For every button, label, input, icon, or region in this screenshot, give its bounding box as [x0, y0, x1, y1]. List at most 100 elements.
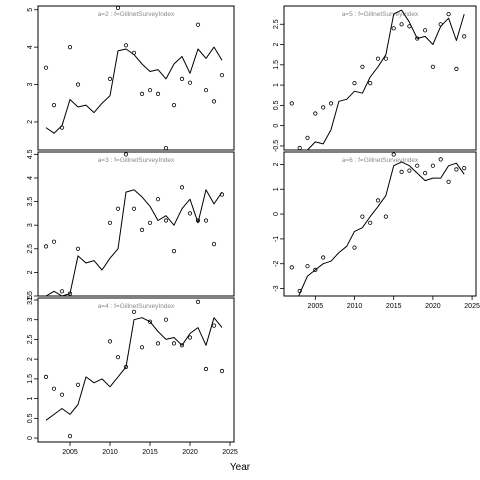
x-tick-label: 2025 [464, 303, 480, 310]
observed-point [123, 43, 129, 48]
observed-point [107, 339, 113, 344]
panel-a3: a=3 : f=GillnetSurveyIndex 1.5 2 2.5 3 3.5 4 4.… [27, 149, 235, 301]
observed-point [115, 6, 121, 10]
y-tick-label: 0.5 [27, 413, 34, 423]
observed-point [115, 355, 121, 360]
panel-a4: a=4 : f=GillnetSurveyIndex 0 0.5 1 1.5 2 2.5 3 3… [27, 295, 238, 456]
observed-point [383, 214, 388, 219]
observed-point [462, 166, 467, 171]
observed-point [313, 267, 318, 272]
observed-point [203, 88, 209, 93]
observed-point [163, 218, 169, 223]
panel-a6: a=6 : f=GillnetSurveyIndex -3 -2 -1 0 1 2 2005 2… [273, 151, 480, 310]
panel-frame [37, 5, 235, 151]
observed-point [462, 34, 467, 39]
y-tick-label: 0 [27, 436, 34, 440]
observed-point [375, 56, 381, 61]
observed-point [67, 291, 73, 296]
panel-a5: a=5 : f=GillnetSurveyIndex -0.5 0 0.5 1 1.5 2 2… [273, 5, 477, 152]
observed-point [51, 239, 57, 244]
observed-point [352, 245, 357, 250]
y-tick-label: 1.5 [27, 291, 34, 301]
x-tick-label: 2010 [347, 303, 363, 310]
observed-point [131, 50, 137, 55]
y-tick-label: 2 [27, 120, 34, 124]
observed-point [289, 101, 294, 106]
x-tick-label: 2020 [425, 303, 441, 310]
observed-point [195, 299, 201, 304]
y-tick-label: 1 [273, 83, 280, 87]
observed-point [430, 64, 435, 69]
observed-point [155, 197, 161, 202]
y-tick-label: 2 [273, 162, 280, 166]
panel-a2: a=2 : f=GillnetSurveyIndex 2 3 4 5 [27, 5, 235, 151]
observed-point [415, 163, 420, 168]
observed-point [297, 288, 302, 294]
observed-point [155, 91, 161, 97]
y-tick-label: 3 [27, 318, 34, 322]
y-tick-label: 2 [27, 357, 34, 361]
x-tick-label: 2025 [222, 449, 238, 456]
fitted-line [306, 9, 465, 150]
observed-point [446, 179, 451, 184]
observed-point [328, 101, 334, 106]
observed-point [131, 206, 137, 211]
fitted-line [298, 161, 465, 296]
y-tick-label: -2 [273, 261, 280, 267]
observed-point [383, 56, 388, 61]
observed-point [203, 366, 209, 372]
observed-point [123, 152, 129, 157]
y-tick-label: 3 [27, 82, 34, 86]
observed-point [454, 167, 459, 172]
observed-point [438, 157, 443, 162]
observed-point [352, 81, 357, 86]
observed-point [43, 65, 49, 70]
panel-title: a=4 : f=GillnetSurveyIndex [98, 303, 175, 310]
observed-point [187, 211, 193, 216]
observed-point [407, 168, 412, 173]
observed-point [391, 152, 396, 157]
observed-point [430, 163, 435, 168]
observed-point [171, 103, 177, 108]
observed-point [305, 135, 310, 140]
y-tick-label: 4 [27, 176, 34, 180]
observed-point [107, 220, 113, 225]
x-tick-label: 2005 [308, 303, 324, 310]
observed-point [360, 214, 365, 219]
observed-point [422, 28, 428, 33]
x-axis-title: Year [230, 462, 251, 473]
y-tick-label: 2 [27, 270, 34, 274]
y-tick-label: 1 [27, 397, 34, 401]
observed-point [219, 73, 225, 78]
observed-point [211, 323, 217, 328]
observed-point [75, 246, 81, 251]
observed-point [360, 64, 365, 69]
observed-point [43, 374, 49, 379]
y-tick-label: -3 [273, 285, 280, 291]
x-tick-label: 2020 [182, 449, 198, 456]
panel-frame [283, 5, 477, 151]
observed-point [179, 343, 185, 348]
fitted-line [45, 189, 223, 296]
observed-point [59, 125, 65, 130]
observed-point [51, 386, 57, 391]
observed-point [391, 26, 396, 31]
panel-frame [283, 151, 477, 297]
observed-point [289, 265, 294, 270]
observed-point [59, 289, 65, 294]
y-tick-label: 3.5 [27, 295, 34, 305]
observed-point [171, 249, 177, 254]
observed-point [179, 185, 185, 190]
panel-title: a=6 : f=GillnetSurveyIndex [342, 157, 419, 164]
y-tick-label: 0 [273, 212, 280, 216]
observed-point [75, 382, 81, 387]
observed-point [155, 341, 161, 346]
panel-title: a=5 : f=GillnetSurveyIndex [342, 11, 419, 18]
observed-point [139, 227, 145, 232]
observed-point [139, 91, 145, 97]
observed-point [305, 264, 310, 269]
observed-point [422, 171, 428, 176]
observed-point [43, 244, 49, 249]
observed-point [131, 309, 137, 314]
observed-point [147, 220, 153, 225]
